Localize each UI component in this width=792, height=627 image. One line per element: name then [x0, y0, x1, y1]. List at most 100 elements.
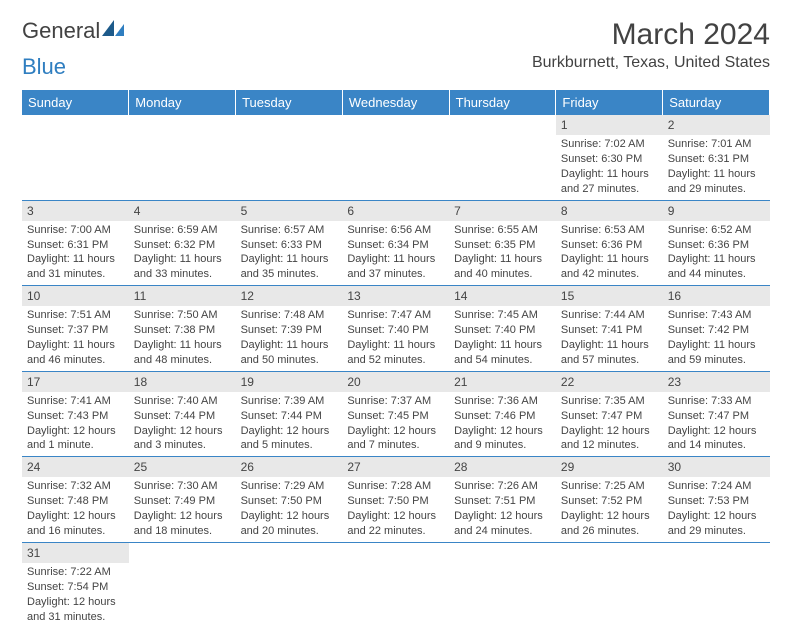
- day-line: and 29 minutes.: [668, 182, 765, 197]
- calendar-cell: [22, 115, 129, 200]
- day-line: Sunset: 6:35 PM: [454, 238, 551, 253]
- day-line: Daylight: 11 hours: [347, 338, 444, 353]
- day-line: Daylight: 12 hours: [347, 424, 444, 439]
- day-line: Sunrise: 7:39 AM: [241, 394, 338, 409]
- day-line: Daylight: 11 hours: [454, 338, 551, 353]
- calendar-head: SundayMondayTuesdayWednesdayThursdayFrid…: [22, 90, 770, 115]
- day-line: Sunrise: 7:24 AM: [668, 479, 765, 494]
- day-line: and 37 minutes.: [347, 267, 444, 282]
- day-line: Daylight: 11 hours: [134, 338, 231, 353]
- calendar-cell: [663, 542, 770, 627]
- day-line: Sunrise: 7:02 AM: [561, 137, 658, 152]
- day-line: Sunset: 7:47 PM: [561, 409, 658, 424]
- day-number: 17: [22, 372, 129, 392]
- day-content: Sunrise: 7:37 AMSunset: 7:45 PMDaylight:…: [342, 394, 449, 456]
- day-content: Sunrise: 7:02 AMSunset: 6:30 PMDaylight:…: [556, 137, 663, 199]
- calendar-cell: 29Sunrise: 7:25 AMSunset: 7:52 PMDayligh…: [556, 457, 663, 543]
- calendar-cell: 4Sunrise: 6:59 AMSunset: 6:32 PMDaylight…: [129, 200, 236, 286]
- day-line: Daylight: 12 hours: [134, 424, 231, 439]
- day-line: and 42 minutes.: [561, 267, 658, 282]
- calendar-cell: [236, 542, 343, 627]
- day-header: Saturday: [663, 90, 770, 115]
- day-line: Daylight: 12 hours: [27, 424, 124, 439]
- day-header: Tuesday: [236, 90, 343, 115]
- calendar-cell: 11Sunrise: 7:50 AMSunset: 7:38 PMDayligh…: [129, 286, 236, 372]
- day-number: 8: [556, 201, 663, 221]
- day-line: and 40 minutes.: [454, 267, 551, 282]
- calendar-cell: [342, 542, 449, 627]
- day-line: Daylight: 12 hours: [561, 509, 658, 524]
- day-line: Sunset: 7:37 PM: [27, 323, 124, 338]
- day-line: Sunrise: 7:47 AM: [347, 308, 444, 323]
- day-line: Daylight: 12 hours: [241, 424, 338, 439]
- day-content: Sunrise: 7:45 AMSunset: 7:40 PMDaylight:…: [449, 308, 556, 370]
- day-content: Sunrise: 7:26 AMSunset: 7:51 PMDaylight:…: [449, 479, 556, 541]
- calendar-body: 1Sunrise: 7:02 AMSunset: 6:30 PMDaylight…: [22, 115, 770, 627]
- day-line: and 44 minutes.: [668, 267, 765, 282]
- day-content: Sunrise: 6:55 AMSunset: 6:35 PMDaylight:…: [449, 223, 556, 285]
- day-number: 24: [22, 457, 129, 477]
- day-content: Sunrise: 7:51 AMSunset: 7:37 PMDaylight:…: [22, 308, 129, 370]
- calendar-week: 1Sunrise: 7:02 AMSunset: 6:30 PMDaylight…: [22, 115, 770, 200]
- calendar-cell: 2Sunrise: 7:01 AMSunset: 6:31 PMDaylight…: [663, 115, 770, 200]
- day-content: Sunrise: 7:25 AMSunset: 7:52 PMDaylight:…: [556, 479, 663, 541]
- day-content: Sunrise: 7:30 AMSunset: 7:49 PMDaylight:…: [129, 479, 236, 541]
- day-content: Sunrise: 7:00 AMSunset: 6:31 PMDaylight:…: [22, 223, 129, 285]
- day-line: Sunrise: 6:56 AM: [347, 223, 444, 238]
- day-line: Daylight: 12 hours: [668, 509, 765, 524]
- day-number: 5: [236, 201, 343, 221]
- day-line: and 26 minutes.: [561, 524, 658, 539]
- calendar-cell: [236, 115, 343, 200]
- day-line: and 52 minutes.: [347, 353, 444, 368]
- day-line: Daylight: 12 hours: [454, 424, 551, 439]
- day-line: Daylight: 11 hours: [668, 338, 765, 353]
- day-line: Daylight: 12 hours: [27, 509, 124, 524]
- day-line: Sunset: 7:47 PM: [668, 409, 765, 424]
- day-line: Daylight: 11 hours: [134, 252, 231, 267]
- calendar-cell: 31Sunrise: 7:22 AMSunset: 7:54 PMDayligh…: [22, 542, 129, 627]
- day-line: Sunset: 6:34 PM: [347, 238, 444, 253]
- calendar-cell: 8Sunrise: 6:53 AMSunset: 6:36 PMDaylight…: [556, 200, 663, 286]
- day-line: Sunrise: 7:51 AM: [27, 308, 124, 323]
- day-number: 12: [236, 286, 343, 306]
- day-number: 23: [663, 372, 770, 392]
- day-line: Sunset: 6:31 PM: [27, 238, 124, 253]
- day-line: Sunset: 7:53 PM: [668, 494, 765, 509]
- day-line: and 57 minutes.: [561, 353, 658, 368]
- day-line: Sunset: 7:44 PM: [241, 409, 338, 424]
- day-line: Sunset: 6:36 PM: [561, 238, 658, 253]
- day-line: Sunrise: 7:43 AM: [668, 308, 765, 323]
- calendar-cell: 28Sunrise: 7:26 AMSunset: 7:51 PMDayligh…: [449, 457, 556, 543]
- calendar-cell: 18Sunrise: 7:40 AMSunset: 7:44 PMDayligh…: [129, 371, 236, 457]
- calendar-cell: 6Sunrise: 6:56 AMSunset: 6:34 PMDaylight…: [342, 200, 449, 286]
- calendar-week: 10Sunrise: 7:51 AMSunset: 7:37 PMDayligh…: [22, 286, 770, 372]
- day-line: and 50 minutes.: [241, 353, 338, 368]
- day-line: Sunrise: 6:55 AM: [454, 223, 551, 238]
- logo-text-general: Genera: [22, 18, 95, 44]
- day-line: Sunset: 7:42 PM: [668, 323, 765, 338]
- calendar-table: SundayMondayTuesdayWednesdayThursdayFrid…: [22, 90, 770, 627]
- day-line: and 12 minutes.: [561, 438, 658, 453]
- day-line: Daylight: 11 hours: [561, 338, 658, 353]
- day-header: Friday: [556, 90, 663, 115]
- day-line: Sunrise: 7:26 AM: [454, 479, 551, 494]
- calendar-cell: [449, 542, 556, 627]
- day-line: Daylight: 12 hours: [454, 509, 551, 524]
- day-number: 4: [129, 201, 236, 221]
- day-content: Sunrise: 7:29 AMSunset: 7:50 PMDaylight:…: [236, 479, 343, 541]
- calendar-cell: 3Sunrise: 7:00 AMSunset: 6:31 PMDaylight…: [22, 200, 129, 286]
- day-content: Sunrise: 7:40 AMSunset: 7:44 PMDaylight:…: [129, 394, 236, 456]
- day-line: and 33 minutes.: [134, 267, 231, 282]
- day-content: Sunrise: 7:33 AMSunset: 7:47 PMDaylight:…: [663, 394, 770, 456]
- day-number: 10: [22, 286, 129, 306]
- day-line: Sunset: 7:50 PM: [347, 494, 444, 509]
- calendar-cell: [342, 115, 449, 200]
- day-line: Sunrise: 7:01 AM: [668, 137, 765, 152]
- day-line: Sunrise: 7:44 AM: [561, 308, 658, 323]
- day-line: Sunrise: 7:35 AM: [561, 394, 658, 409]
- day-line: Sunrise: 6:52 AM: [668, 223, 765, 238]
- month-title: March 2024: [532, 18, 770, 52]
- day-line: Daylight: 11 hours: [561, 167, 658, 182]
- day-header: Thursday: [449, 90, 556, 115]
- calendar-cell: [129, 115, 236, 200]
